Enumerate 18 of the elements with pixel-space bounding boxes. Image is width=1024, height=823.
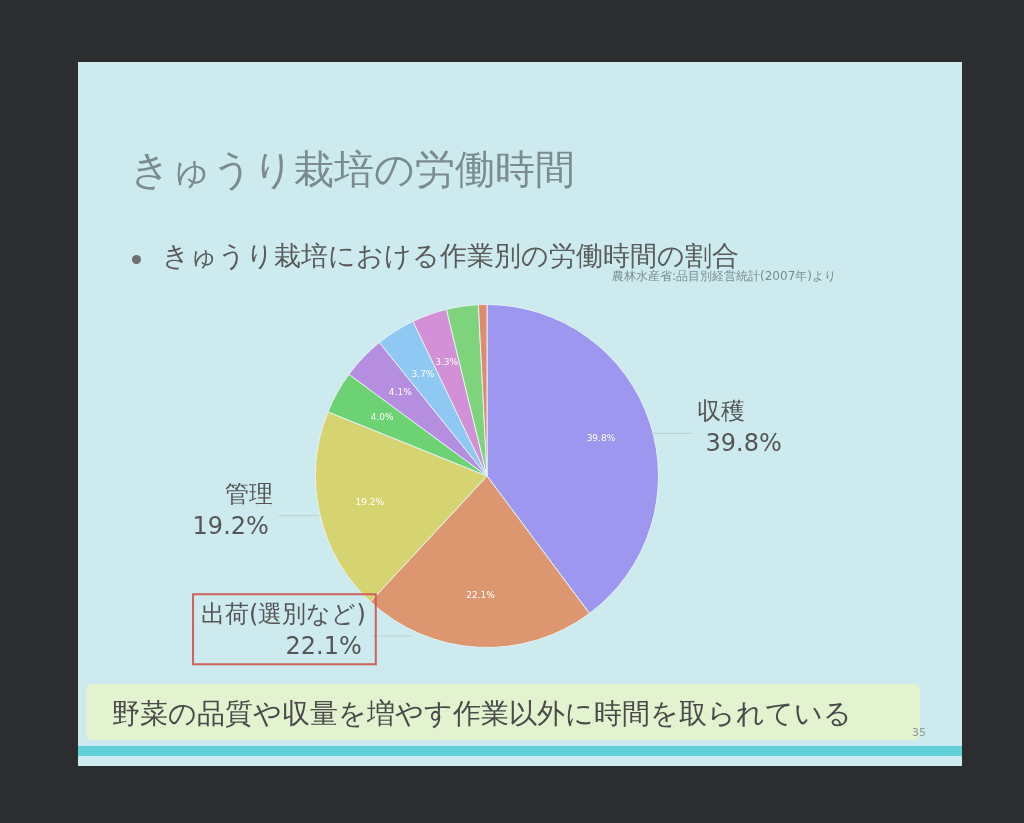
text: 農林水産省:品目別経営統計(2007年)より xyxy=(612,269,836,285)
chart-title: きゅうり栽培の労働時間 xyxy=(130,145,575,194)
data-label: 39.8% xyxy=(586,432,616,443)
text: 35 xyxy=(912,726,926,739)
text: 39.8% xyxy=(705,429,782,458)
text: 22.1% xyxy=(285,632,362,661)
slice-label: 収穫 xyxy=(697,397,746,426)
data-label: 22.1% xyxy=(466,590,496,601)
text: 野菜の品質や収量を増やす作業以外に時間を取られている xyxy=(112,696,852,732)
slice-label: 管理 xyxy=(224,479,273,508)
slice-label: 出荷(選別など) xyxy=(201,600,366,629)
data-label: 3.7% xyxy=(411,368,435,379)
data-label: 4.1% xyxy=(388,387,413,398)
chart-subtitle: きゅうり栽培における作業別の労働時間の割合 xyxy=(162,239,739,271)
data-label: 4.0% xyxy=(370,411,395,422)
data-label: 19.2% xyxy=(355,496,385,507)
text: 19.2% xyxy=(192,511,269,540)
data-label: 3.3% xyxy=(435,357,459,368)
